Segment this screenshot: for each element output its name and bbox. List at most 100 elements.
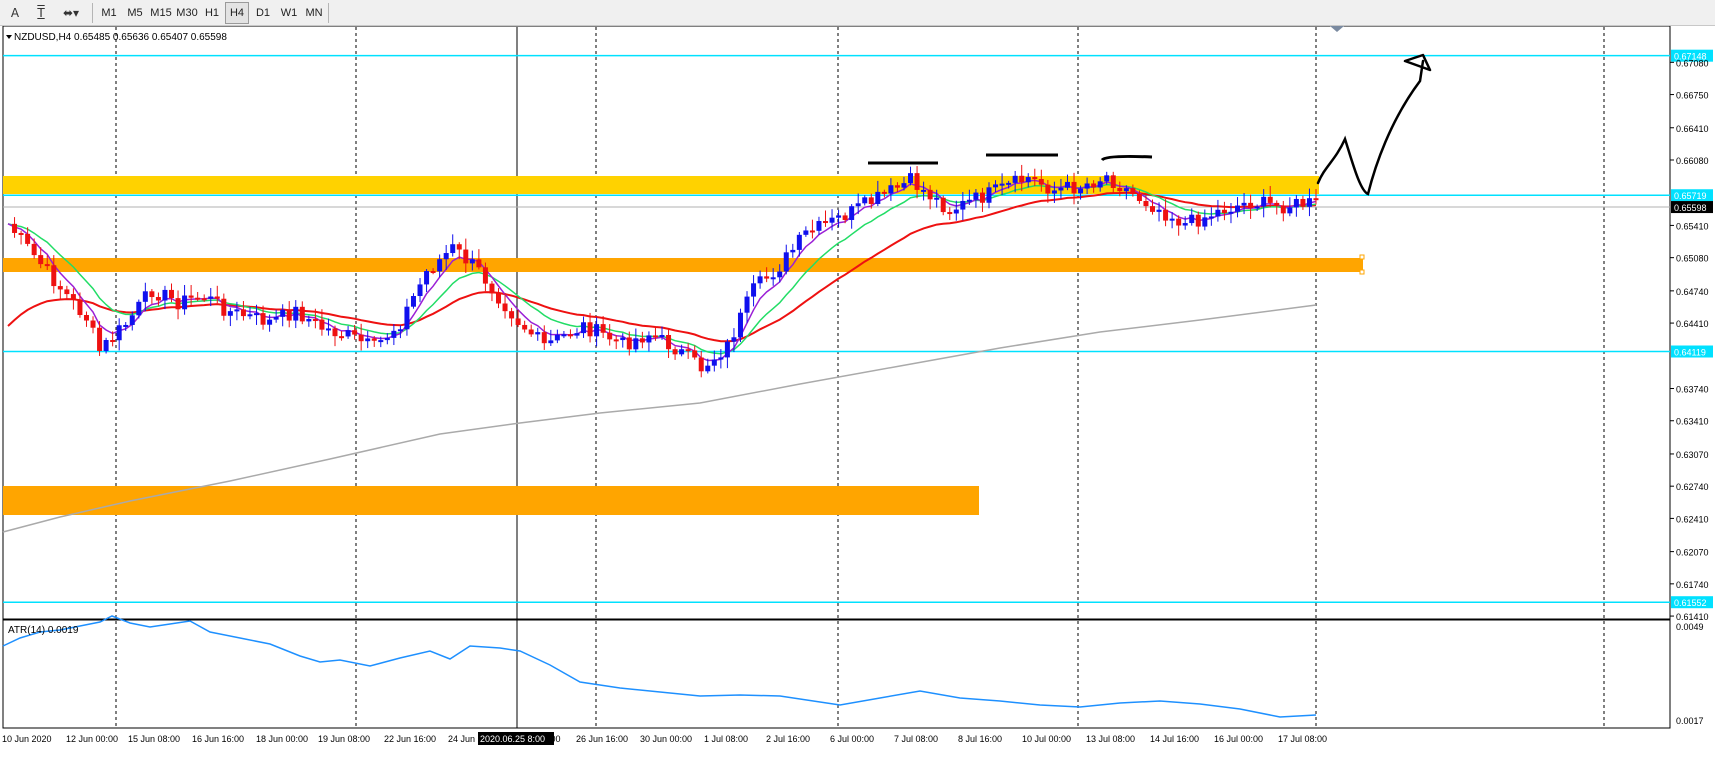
candle-body[interactable]: [162, 289, 168, 301]
candle-body[interactable]: [1078, 188, 1084, 194]
candle-body[interactable]: [1091, 183, 1097, 188]
candle-body[interactable]: [397, 329, 403, 332]
drawn-upward-arrow[interactable]: [1316, 59, 1425, 196]
candle-body[interactable]: [888, 185, 894, 194]
candle-body[interactable]: [352, 330, 358, 335]
candle-body[interactable]: [1038, 179, 1044, 185]
candle-body[interactable]: [1045, 184, 1051, 194]
candle-body[interactable]: [1110, 175, 1116, 188]
candle-body[interactable]: [1032, 177, 1038, 180]
candle-body[interactable]: [999, 183, 1005, 186]
candle-body[interactable]: [607, 332, 613, 340]
candle-body[interactable]: [182, 295, 188, 310]
candle-body[interactable]: [522, 324, 528, 330]
candle-body[interactable]: [286, 309, 292, 321]
candle-body[interactable]: [1143, 200, 1149, 207]
candle-body[interactable]: [496, 293, 501, 304]
candle-body[interactable]: [129, 315, 135, 325]
candle-body[interactable]: [1051, 190, 1057, 194]
candle-body[interactable]: [1084, 183, 1090, 189]
timeframe-m1-button[interactable]: M1: [101, 7, 117, 19]
candle-body[interactable]: [855, 203, 861, 207]
candle-body[interactable]: [1280, 205, 1286, 214]
candle-body[interactable]: [358, 334, 364, 342]
candle-body[interactable]: [234, 309, 240, 312]
timeframe-h4-button[interactable]: H4: [225, 2, 249, 24]
candle-body[interactable]: [463, 249, 469, 264]
candle-body[interactable]: [777, 271, 783, 278]
candle-body[interactable]: [816, 221, 822, 231]
collapse-arrow-icon[interactable]: [6, 35, 12, 39]
candle-body[interactable]: [842, 215, 848, 220]
candle-body[interactable]: [469, 259, 475, 264]
candle-body[interactable]: [155, 297, 161, 301]
candle-body[interactable]: [247, 314, 253, 317]
candle-body[interactable]: [227, 311, 233, 316]
candle-body[interactable]: [535, 332, 541, 335]
candle-body[interactable]: [332, 328, 338, 337]
candle-body[interactable]: [973, 192, 979, 200]
candle-body[interactable]: [979, 192, 985, 203]
candle-body[interactable]: [875, 191, 881, 204]
candle-body[interactable]: [410, 296, 416, 307]
candle-body[interactable]: [1150, 206, 1155, 212]
resistance-zone[interactable]: [3, 176, 1319, 194]
timeframe-mn-button[interactable]: MN: [305, 7, 323, 19]
candle-body[interactable]: [240, 309, 246, 317]
candle-body[interactable]: [751, 283, 757, 297]
candle-body[interactable]: [986, 187, 992, 203]
candle-body[interactable]: [339, 336, 345, 339]
candle-body[interactable]: [1176, 218, 1182, 226]
candle-body[interactable]: [299, 306, 305, 322]
candle-body[interactable]: [208, 296, 214, 299]
candle-body[interactable]: [489, 283, 495, 294]
candle-body[interactable]: [1195, 214, 1201, 227]
candle-body[interactable]: [947, 212, 953, 215]
candle-body[interactable]: [1169, 218, 1175, 221]
candle-body[interactable]: [64, 289, 70, 295]
candle-body[interactable]: [103, 340, 109, 351]
text-tool-icon[interactable]: A: [10, 6, 20, 20]
candle-body[interactable]: [116, 325, 122, 341]
candle-body[interactable]: [221, 298, 227, 316]
candle-body[interactable]: [1123, 188, 1129, 192]
candle-body[interactable]: [659, 335, 665, 338]
candle-body[interactable]: [430, 271, 436, 274]
candle-body[interactable]: [1306, 198, 1312, 207]
candle-body[interactable]: [1300, 198, 1306, 207]
candle-body[interactable]: [908, 173, 914, 184]
candle-body[interactable]: [1241, 202, 1247, 206]
candle-body[interactable]: [574, 333, 580, 336]
text-label-tool-icon[interactable]: T: [37, 6, 45, 20]
candle-body[interactable]: [587, 322, 593, 337]
candle-body[interactable]: [325, 328, 331, 331]
candle-body[interactable]: [149, 291, 155, 298]
candle-body[interactable]: [1130, 188, 1136, 194]
candle-body[interactable]: [934, 197, 940, 200]
candle-body[interactable]: [1254, 206, 1260, 209]
candle-body[interactable]: [862, 197, 868, 204]
candle-body[interactable]: [698, 357, 704, 372]
candle-body[interactable]: [914, 173, 920, 190]
candle-body[interactable]: [38, 255, 44, 265]
candle-body[interactable]: [345, 330, 351, 337]
candle-body[interactable]: [685, 349, 691, 352]
candle-body[interactable]: [123, 324, 129, 327]
candle-body[interactable]: [1117, 187, 1123, 192]
candle-body[interactable]: [404, 306, 410, 330]
candle-body[interactable]: [849, 206, 855, 220]
drawn-resistance-line[interactable]: [1100, 154, 1153, 162]
candle-body[interactable]: [136, 301, 142, 316]
timeframe-m15-button[interactable]: M15: [150, 7, 172, 19]
candle-body[interactable]: [1071, 181, 1077, 194]
candle-body[interactable]: [1215, 209, 1221, 217]
candle-body[interactable]: [201, 298, 207, 301]
candle-body[interactable]: [652, 335, 658, 338]
zone-handle[interactable]: [1359, 269, 1365, 275]
timeframe-m5-button[interactable]: M5: [127, 7, 143, 19]
candle-body[interactable]: [83, 315, 89, 321]
candle-body[interactable]: [1274, 202, 1280, 206]
candle-body[interactable]: [1006, 182, 1012, 185]
candle-body[interactable]: [450, 244, 456, 254]
candle-body[interactable]: [1248, 202, 1254, 209]
